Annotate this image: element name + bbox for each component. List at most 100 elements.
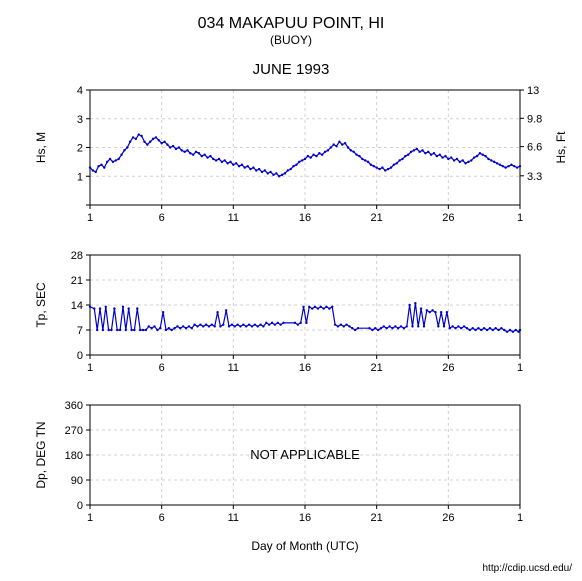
- data-point: [105, 306, 107, 308]
- ytick-label: 1: [77, 171, 83, 183]
- data-point: [374, 327, 376, 329]
- data-point: [507, 165, 509, 167]
- data-point: [496, 162, 498, 164]
- data-point: [398, 159, 400, 161]
- data-point: [287, 169, 289, 171]
- xtick-label: 16: [299, 362, 311, 374]
- data-point: [192, 153, 194, 155]
- data-point: [249, 168, 251, 170]
- data-point: [418, 151, 420, 153]
- data-point: [198, 152, 200, 154]
- xtick-label: 11: [228, 212, 239, 224]
- data-point: [394, 325, 396, 327]
- data-point: [459, 161, 461, 163]
- data-point: [146, 143, 148, 145]
- data-point: [97, 165, 99, 167]
- xtick-label: 1: [87, 212, 93, 224]
- data-point: [404, 155, 406, 157]
- data-point: [347, 146, 349, 148]
- data-point: [321, 153, 323, 155]
- data-point: [384, 169, 386, 171]
- data-point: [142, 329, 144, 331]
- chart-subtitle: (BUOY): [270, 33, 312, 47]
- data-point: [246, 165, 248, 167]
- data-point: [245, 325, 247, 327]
- ylabel-left: Tp, SEC: [34, 282, 48, 328]
- data-point: [261, 171, 263, 173]
- data-point: [429, 311, 431, 313]
- data-point: [149, 141, 151, 143]
- data-point: [254, 323, 256, 325]
- data-point: [156, 329, 158, 331]
- data-point: [355, 153, 357, 155]
- not-applicable-text: NOT APPLICABLE: [250, 447, 360, 462]
- data-point: [234, 325, 236, 327]
- data-point: [314, 306, 316, 308]
- xtick-label: 6: [159, 362, 165, 374]
- data-point: [103, 166, 105, 168]
- xtick-label: 1: [517, 512, 523, 524]
- data-point: [463, 325, 465, 327]
- data-point: [424, 152, 426, 154]
- data-point: [202, 325, 204, 327]
- ytick-label: 270: [65, 425, 83, 437]
- data-point: [182, 325, 184, 327]
- data-point: [284, 172, 286, 174]
- data-point: [480, 329, 482, 331]
- data-point: [175, 148, 177, 150]
- data-point: [388, 325, 390, 327]
- data-point: [271, 322, 273, 324]
- data-point: [354, 329, 356, 331]
- data-point: [166, 143, 168, 145]
- data-point: [337, 325, 339, 327]
- data-point: [450, 156, 452, 158]
- data-point: [519, 165, 521, 167]
- data-point: [214, 325, 216, 327]
- data-point: [122, 306, 124, 308]
- data-point: [467, 161, 469, 163]
- xtick-label: 11: [228, 512, 239, 524]
- data-point: [454, 327, 456, 329]
- data-point: [117, 158, 119, 160]
- data-point: [158, 139, 160, 141]
- data-point: [457, 325, 459, 327]
- data-point: [350, 149, 352, 151]
- data-point: [228, 325, 230, 327]
- data-point: [195, 151, 197, 153]
- data-point: [324, 151, 326, 153]
- data-point: [310, 156, 312, 158]
- data-point: [278, 175, 280, 177]
- data-point: [456, 158, 458, 160]
- data-point: [196, 325, 198, 327]
- data-point: [504, 166, 506, 168]
- data-point: [492, 329, 494, 331]
- data-point: [519, 329, 521, 331]
- ytick-label: 14: [71, 300, 83, 312]
- data-point: [244, 166, 246, 168]
- data-point: [353, 151, 355, 153]
- data-point: [109, 158, 111, 160]
- data-point: [322, 307, 324, 309]
- data-point: [420, 307, 422, 309]
- data-point: [201, 155, 203, 157]
- data-point: [289, 168, 291, 170]
- data-point: [407, 153, 409, 155]
- data-point: [477, 327, 479, 329]
- data-point: [408, 304, 410, 306]
- data-point: [208, 325, 210, 327]
- data-point: [464, 162, 466, 164]
- data-point: [494, 327, 496, 329]
- data-point: [176, 325, 178, 327]
- data-point: [378, 168, 380, 170]
- data-point: [163, 141, 165, 143]
- data-point: [130, 329, 132, 331]
- data-point: [113, 307, 115, 309]
- data-point: [259, 323, 261, 325]
- data-point: [251, 325, 253, 327]
- ytick-label: 21: [71, 275, 83, 287]
- data-point: [302, 306, 304, 308]
- ytick-label: 3: [77, 114, 83, 126]
- data-point: [269, 171, 271, 173]
- footer-url: http://cdip.ucsd.edu/: [482, 563, 572, 574]
- data-point: [439, 153, 441, 155]
